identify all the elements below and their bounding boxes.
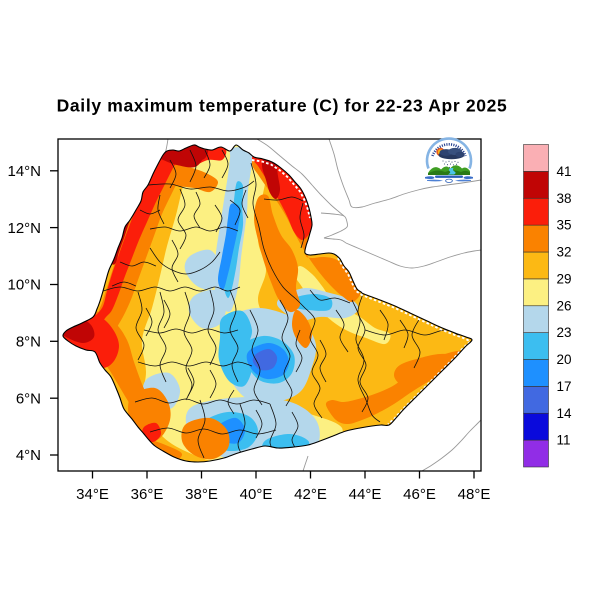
svg-text:6°N: 6°N — [16, 390, 41, 407]
svg-text:32: 32 — [557, 245, 572, 260]
svg-text:23: 23 — [557, 325, 572, 340]
svg-text:12°N: 12°N — [7, 220, 41, 237]
svg-text:10°N: 10°N — [7, 277, 41, 294]
svg-text:34°E: 34°E — [76, 486, 109, 503]
svg-text:4°N: 4°N — [16, 447, 41, 464]
svg-text:Daily maximum temperature (C): Daily maximum temperature (C) for 22-23 … — [57, 96, 508, 116]
svg-text:17: 17 — [557, 379, 572, 394]
svg-text:20: 20 — [557, 352, 572, 367]
svg-text:40°E: 40°E — [240, 486, 273, 503]
svg-text:46°E: 46°E — [403, 486, 436, 503]
svg-text:48°E: 48°E — [458, 486, 491, 503]
svg-text:14°N: 14°N — [7, 163, 41, 180]
svg-text:29: 29 — [557, 271, 572, 286]
svg-text:14: 14 — [557, 406, 573, 421]
svg-text:35: 35 — [557, 218, 572, 233]
svg-text:38°E: 38°E — [185, 486, 218, 503]
svg-text:42°E: 42°E — [294, 486, 327, 503]
svg-text:36°E: 36°E — [131, 486, 164, 503]
svg-text:44°E: 44°E — [349, 486, 382, 503]
svg-text:38: 38 — [557, 191, 572, 206]
svg-text:8°N: 8°N — [16, 334, 41, 351]
svg-text:41: 41 — [557, 164, 572, 179]
svg-text:11: 11 — [557, 433, 571, 448]
svg-text:26: 26 — [557, 298, 572, 313]
